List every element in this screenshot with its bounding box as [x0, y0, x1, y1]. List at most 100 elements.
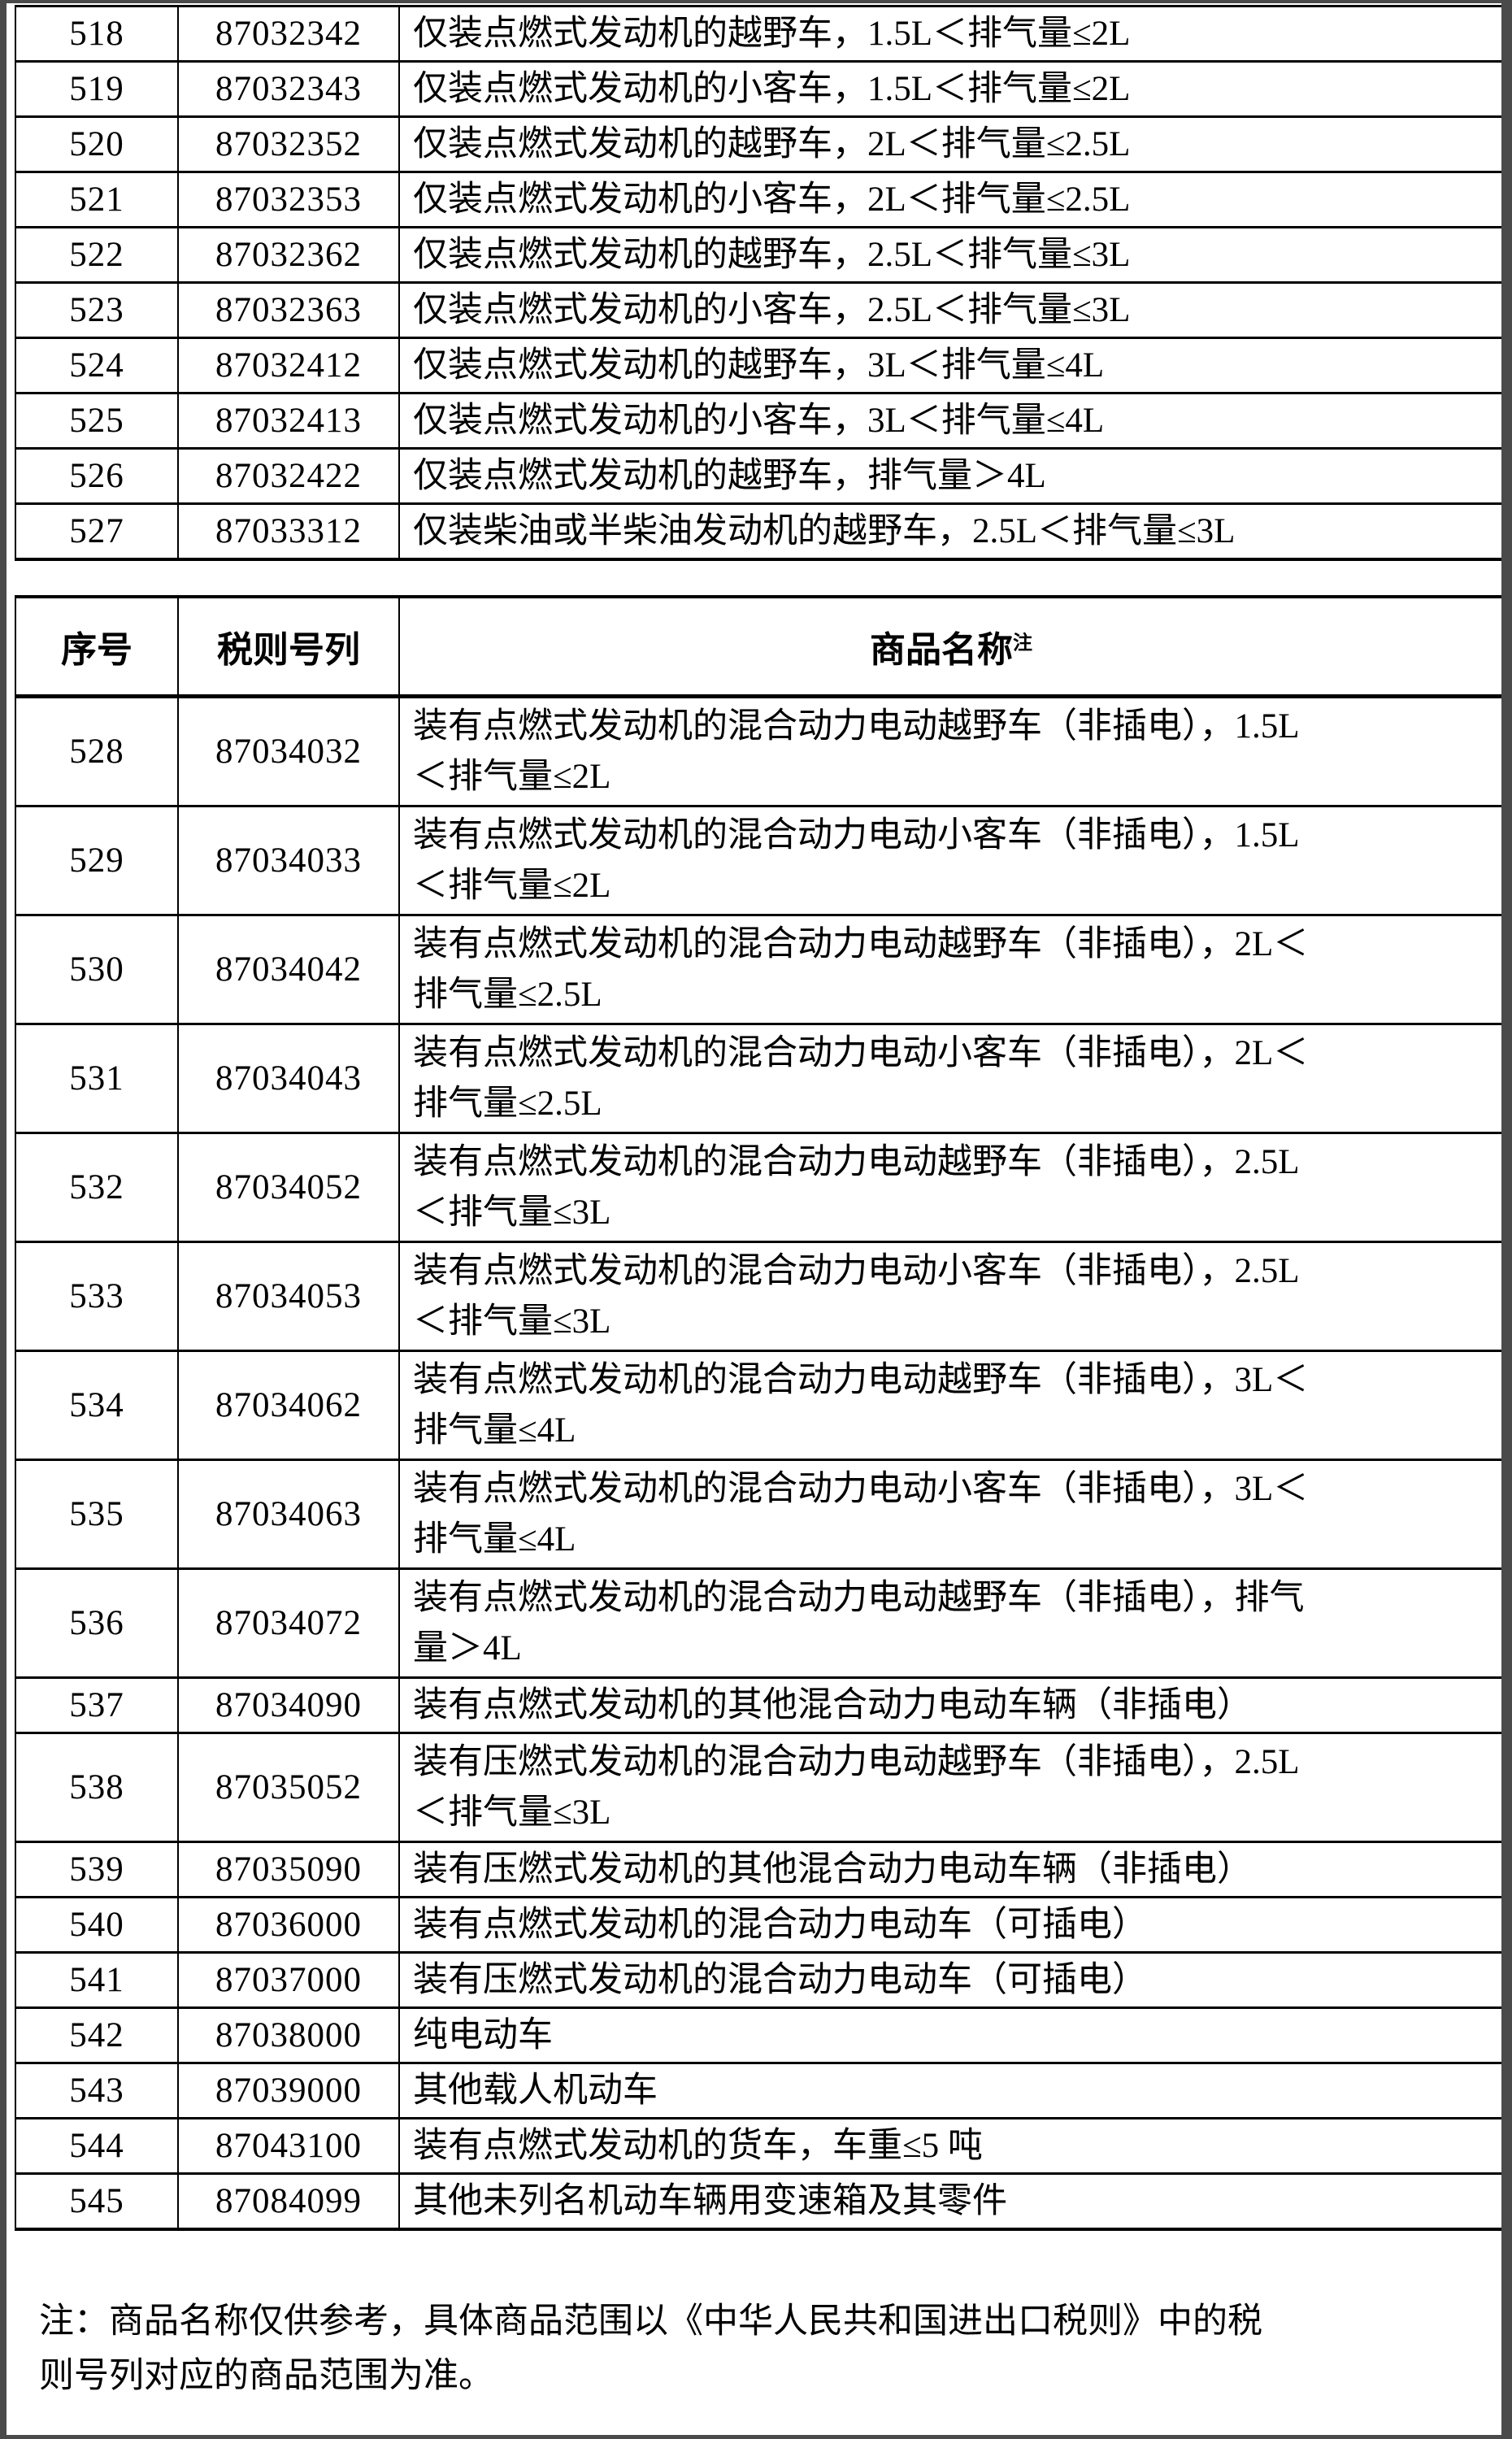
table-row: 521 87032353 仅装点燃式发动机的小客车，2L＜排气量≤2.5L — [15, 171, 1501, 228]
product-name-cell: 仅装点燃式发动机的小客车，2L＜排气量≤2.5L — [398, 171, 1501, 228]
serial-cell: 526 — [15, 447, 179, 505]
table-row: 532 87034052 装有点燃式发动机的混合动力电动越野车（非插电），2.5L … — [15, 1132, 1501, 1243]
table-row: 518 87032342 仅装点燃式发动机的越野车，1.5L＜排气量≤2L — [15, 5, 1501, 63]
product-name-cell: 装有压燃式发动机的混合动力电动车（可插电） — [398, 1951, 1501, 2009]
serial-cell: 537 — [15, 1676, 179, 1734]
tariff-table-continued: 518 87032342 仅装点燃式发动机的越野车，1.5L＜排气量≤2L 519 87… — [15, 5, 1501, 561]
serial-cell: 531 — [15, 1023, 179, 1134]
tariff-code-cell: 87035090 — [177, 1841, 400, 1898]
footnote-reference-mark: 注 — [1013, 633, 1032, 654]
tariff-code-cell: 87032343 — [177, 60, 400, 118]
serial-cell: 539 — [15, 1841, 179, 1898]
serial-cell: 536 — [15, 1567, 179, 1679]
product-name-cell: 装有点燃式发动机的混合动力电动越野车（非插电），3L＜ 排气量≤4L — [398, 1350, 1501, 1461]
table-row: 519 87032343 仅装点燃式发动机的小客车，1.5L＜排气量≤2L — [15, 60, 1501, 118]
table-row: 537 87034090 装有点燃式发动机的其他混合动力电动车辆（非插电） — [15, 1676, 1501, 1734]
tariff-code-cell: 87034063 — [177, 1459, 400, 1570]
serial-cell: 543 — [15, 2062, 179, 2119]
product-name-cell: 仅装柴油或半柴油发动机的越野车，2.5L＜排气量≤3L — [398, 502, 1501, 561]
tariff-code-cell: 87034053 — [177, 1241, 400, 1352]
tariff-table-body: 528 87034032 装有点燃式发动机的混合动力电动越野车（非插电），1.5L … — [15, 695, 1501, 2231]
tariff-table-continued-body: 518 87032342 仅装点燃式发动机的越野车，1.5L＜排气量≤2L 519 87… — [15, 5, 1501, 561]
serial-cell: 524 — [15, 337, 179, 394]
table-row: 544 87043100 装有点燃式发动机的货车，车重≤5 吨 — [15, 2117, 1501, 2175]
product-name-cell: 装有点燃式发动机的混合动力电动小客车（非插电），3L＜ 排气量≤4L — [398, 1459, 1501, 1570]
header-row: 序号 税则号列 商品名称注 — [15, 595, 1501, 698]
product-name-cell: 装有点燃式发动机的其他混合动力电动车辆（非插电） — [398, 1676, 1501, 1734]
table-row: 536 87034072 装有点燃式发动机的混合动力电动越野车（非插电），排气 量＞… — [15, 1567, 1501, 1679]
tariff-code-cell: 87032342 — [177, 5, 400, 63]
product-name-cell: 仅装点燃式发动机的越野车，排气量＞4L — [398, 447, 1501, 505]
serial-column-header: 序号 — [15, 595, 179, 698]
table-row: 545 87084099 其他未列名机动车辆用变速箱及其零件 — [15, 2172, 1501, 2231]
table-row: 534 87034062 装有点燃式发动机的混合动力电动越野车（非插电），3L＜ 排… — [15, 1350, 1501, 1461]
tariff-code-cell: 87038000 — [177, 2006, 400, 2064]
tariff-code-cell: 87032362 — [177, 226, 400, 284]
serial-cell: 542 — [15, 2006, 179, 2064]
table-row: 535 87034063 装有点燃式发动机的混合动力电动小客车（非插电），3L＜ 排… — [15, 1459, 1501, 1570]
table-row: 527 87033312 仅装柴油或半柴油发动机的越野车，2.5L＜排气量≤3L — [15, 502, 1501, 561]
product-name-column-header: 商品名称注 — [398, 595, 1501, 698]
serial-cell: 541 — [15, 1951, 179, 2009]
tariff-code-column-header: 税则号列 — [177, 595, 400, 698]
tariff-code-cell: 87032412 — [177, 337, 400, 394]
product-name-cell: 装有点燃式发动机的混合动力电动越野车（非插电），排气 量＞4L — [398, 1567, 1501, 1679]
tariff-code-cell: 87034052 — [177, 1132, 400, 1243]
document-page: 518 87032342 仅装点燃式发动机的越野车，1.5L＜排气量≤2L 519 87… — [7, 3, 1501, 2435]
tariff-code-cell: 87034090 — [177, 1676, 400, 1734]
serial-cell: 533 — [15, 1241, 179, 1352]
product-name-cell: 装有点燃式发动机的混合动力电动越野车（非插电），1.5L ＜排气量≤2L — [398, 695, 1501, 807]
serial-cell: 530 — [15, 914, 179, 1025]
product-name-cell: 装有点燃式发动机的混合动力电动越野车（非插电），2L＜ 排气量≤2.5L — [398, 914, 1501, 1025]
table-row: 530 87034042 装有点燃式发动机的混合动力电动越野车（非插电），2L＜ 排… — [15, 914, 1501, 1025]
product-name-cell: 其他未列名机动车辆用变速箱及其零件 — [398, 2172, 1501, 2231]
tariff-code-cell: 87033312 — [177, 502, 400, 561]
product-name-cell: 装有点燃式发动机的混合动力电动小客车（非插电），2L＜ 排气量≤2.5L — [398, 1023, 1501, 1134]
product-name-cell: 装有点燃式发动机的混合动力电动小客车（非插电），1.5L ＜排气量≤2L — [398, 805, 1501, 916]
product-name-cell: 装有压燃式发动机的其他混合动力电动车辆（非插电） — [398, 1841, 1501, 1898]
tariff-code-cell: 87032353 — [177, 171, 400, 228]
table-row: 541 87037000 装有压燃式发动机的混合动力电动车（可插电） — [15, 1951, 1501, 2009]
product-name-cell: 装有点燃式发动机的货车，车重≤5 吨 — [398, 2117, 1501, 2175]
serial-cell: 545 — [15, 2172, 179, 2231]
tariff-code-cell: 87084099 — [177, 2172, 400, 2231]
product-name-cell: 纯电动车 — [398, 2006, 1501, 2064]
serial-cell: 535 — [15, 1459, 179, 1570]
tariff-code-cell: 87032352 — [177, 115, 400, 173]
tariff-table: 序号 税则号列 商品名称注 528 87034032 装有点燃式发动机的混合动力电动… — [15, 595, 1501, 2231]
serial-cell: 529 — [15, 805, 179, 916]
product-name-cell: 装有点燃式发动机的混合动力电动小客车（非插电），2.5L ＜排气量≤3L — [398, 1241, 1501, 1352]
tariff-code-cell: 87034032 — [177, 695, 400, 807]
table-row: 529 87034033 装有点燃式发动机的混合动力电动小客车（非插电），1.5L … — [15, 805, 1501, 916]
serial-cell: 532 — [15, 1132, 179, 1243]
table-row: 528 87034032 装有点燃式发动机的混合动力电动越野车（非插电），1.5L … — [15, 695, 1501, 807]
serial-cell: 540 — [15, 1896, 179, 1954]
serial-cell: 521 — [15, 171, 179, 228]
tariff-table-header: 序号 税则号列 商品名称注 — [15, 595, 1501, 698]
serial-cell: 538 — [15, 1732, 179, 1843]
tariff-code-cell: 87035052 — [177, 1732, 400, 1843]
serial-cell: 522 — [15, 226, 179, 284]
product-name-cell: 装有点燃式发动机的混合动力电动越野车（非插电），2.5L ＜排气量≤3L — [398, 1132, 1501, 1243]
product-name-header-label: 商品名称 — [870, 630, 1013, 670]
product-name-cell: 仅装点燃式发动机的小客车，2.5L＜排气量≤3L — [398, 281, 1501, 339]
table-row: 531 87034043 装有点燃式发动机的混合动力电动小客车（非插电），2L＜ 排… — [15, 1023, 1501, 1134]
product-name-cell: 仅装点燃式发动机的小客车，1.5L＜排气量≤2L — [398, 60, 1501, 118]
product-name-cell: 仅装点燃式发动机的小客车，3L＜排气量≤4L — [398, 392, 1501, 450]
table-row: 522 87032362 仅装点燃式发动机的越野车，2.5L＜排气量≤3L — [15, 226, 1501, 284]
serial-cell: 528 — [15, 695, 179, 807]
product-name-cell: 仅装点燃式发动机的越野车，2.5L＜排气量≤3L — [398, 226, 1501, 284]
footnote-text: 注：商品名称仅供参考，具体商品范围以《中华人民共和国进出口税则》中的税 则号列对… — [39, 2302, 1262, 2395]
tariff-code-cell: 87039000 — [177, 2062, 400, 2119]
table-row: 520 87032352 仅装点燃式发动机的越野车，2L＜排气量≤2.5L — [15, 115, 1501, 173]
table-row: 525 87032413 仅装点燃式发动机的小客车，3L＜排气量≤4L — [15, 392, 1501, 450]
product-name-cell: 装有压燃式发动机的混合动力电动越野车（非插电），2.5L ＜排气量≤3L — [398, 1732, 1501, 1843]
tariff-code-cell: 87034062 — [177, 1350, 400, 1461]
table-row: 543 87039000 其他载人机动车 — [15, 2062, 1501, 2119]
serial-cell: 544 — [15, 2117, 179, 2175]
table-row: 538 87035052 装有压燃式发动机的混合动力电动越野车（非插电），2.5L … — [15, 1732, 1501, 1843]
product-name-cell: 其他载人机动车 — [398, 2062, 1501, 2119]
table-row: 523 87032363 仅装点燃式发动机的小客车，2.5L＜排气量≤3L — [15, 281, 1501, 339]
tariff-code-cell: 87043100 — [177, 2117, 400, 2175]
serial-cell: 525 — [15, 392, 179, 450]
